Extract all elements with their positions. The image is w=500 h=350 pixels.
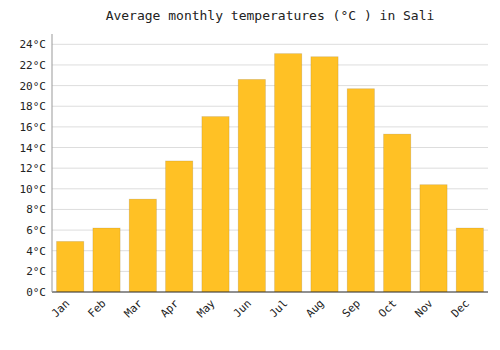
grid-line — [52, 106, 488, 107]
grid-line — [52, 85, 488, 86]
x-tick-label: Dec — [449, 297, 472, 320]
y-tick-label: 14°C — [20, 142, 47, 155]
bar — [456, 228, 483, 292]
bar — [347, 89, 374, 292]
bars — [57, 54, 484, 292]
bar — [129, 199, 156, 292]
y-tick-label: 6°C — [26, 224, 46, 237]
bar — [238, 79, 265, 292]
y-tick-label: 18°C — [20, 100, 47, 113]
title: Average monthly temperatures (°C ) in Sa… — [106, 8, 435, 23]
x-tick-label: May — [194, 297, 218, 321]
grid-line — [52, 44, 488, 45]
y-tick-label: 22°C — [20, 59, 47, 72]
y-axis-line — [52, 34, 53, 292]
y-tick-label: 2°C — [26, 265, 46, 278]
y-tick-label: 24°C — [20, 38, 47, 51]
y-tick-label: 16°C — [20, 121, 47, 134]
grid-line — [52, 147, 488, 148]
x-tick-label: Sep — [340, 297, 363, 320]
grid-line — [52, 64, 488, 65]
bar — [166, 161, 193, 292]
y-tick-label: 0°C — [26, 286, 46, 299]
y-ticks: 0°C 2°C 4°C 6°C 8°C 10°C 12°C 14°C 16°C 18°C 20°C 2… — [20, 38, 47, 299]
x-tick-label: Jun — [231, 297, 254, 320]
grid-line — [52, 292, 488, 293]
grid-line — [52, 126, 488, 127]
x-tick-label: Nov — [412, 297, 436, 321]
bar — [57, 241, 84, 292]
x-tick-label: Aug — [303, 297, 326, 320]
bar — [420, 185, 447, 292]
bar — [275, 54, 302, 292]
x-tick-label: Apr — [158, 297, 182, 321]
x-tick-label: Oct — [376, 297, 399, 320]
bar — [384, 134, 411, 292]
x-axis-line — [52, 292, 488, 293]
x-ticks: Jan Feb Mar Apr May Jun Jul Aug Sep Oct Nov Dec — [49, 297, 472, 321]
chart: Average monthly temperatures (°C ) in Sa… — [0, 0, 500, 350]
bar — [311, 57, 338, 292]
x-tick-label: Jan — [49, 297, 72, 320]
y-tick-label: 10°C — [20, 183, 47, 196]
y-tick-label: 4°C — [26, 245, 46, 258]
background — [0, 0, 500, 350]
y-tick-label: 12°C — [20, 162, 47, 175]
grid — [52, 44, 488, 292]
x-tick-label: Jul — [267, 297, 290, 320]
bar — [93, 228, 120, 292]
x-tick-label: Mar — [122, 297, 146, 321]
grid-line — [52, 168, 488, 169]
y-tick-label: 8°C — [26, 203, 46, 216]
bar — [202, 117, 229, 292]
y-tick-label: 20°C — [20, 80, 47, 93]
x-tick-label: Feb — [85, 297, 108, 320]
